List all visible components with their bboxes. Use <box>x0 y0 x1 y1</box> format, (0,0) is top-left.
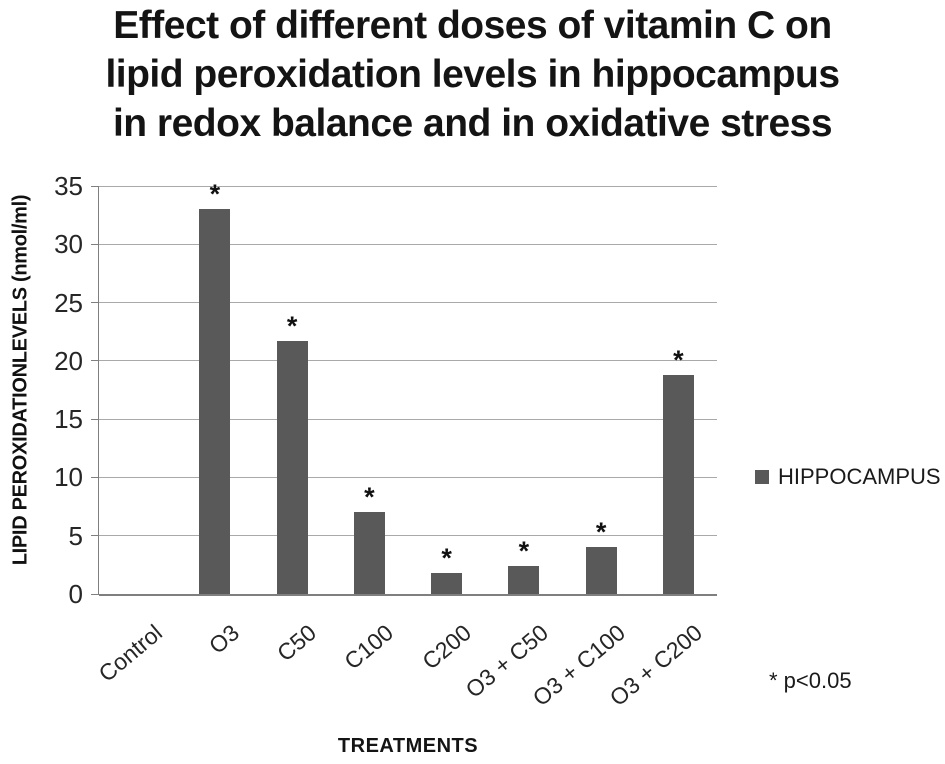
bar-o3c100 <box>585 547 617 594</box>
bar-c50 <box>276 341 308 594</box>
chart-title-line-1: Effect of different doses of vitamin C o… <box>113 4 832 47</box>
chart-title: Effect of different doses of vitamin C o… <box>0 1 945 148</box>
chart-title-line-2: lipid peroxidation levels in hippocampus <box>105 53 840 96</box>
gridline <box>99 185 717 187</box>
y-axis-tickmark <box>91 476 99 478</box>
y-tick-label: 10 <box>54 462 83 493</box>
significance-asterisk: * <box>286 311 298 342</box>
y-tick-label: 30 <box>54 229 83 260</box>
legend: HIPPOCAMPUS <box>755 464 941 489</box>
significance-asterisk: * <box>441 543 452 574</box>
y-axis-line <box>98 186 99 594</box>
bar-o3 <box>199 209 231 594</box>
y-tick-label: 5 <box>68 520 83 551</box>
significance-note: * p<0.05 <box>769 668 852 693</box>
bar-c200 <box>431 573 463 594</box>
bar-c100 <box>353 512 385 594</box>
gridline <box>99 243 717 245</box>
significance-asterisk: * <box>518 536 530 567</box>
y-axis-tickmark <box>91 302 99 304</box>
x-axis-title: TREATMENTS <box>337 735 479 757</box>
chart-title-line-3: in redox balance and in oxidative stress <box>112 102 833 145</box>
y-axis-tickmark <box>91 360 99 362</box>
significance-asterisk: * <box>209 179 221 210</box>
gridline <box>99 476 717 478</box>
legend-marker-square <box>755 470 769 484</box>
significance-asterisk: * <box>595 517 607 548</box>
x-axis-line <box>99 594 717 596</box>
y-axis-tickmark <box>91 243 99 245</box>
bar-o3c50 <box>508 566 540 594</box>
significance-asterisk: * <box>364 482 375 513</box>
y-tick-label: 15 <box>54 404 83 435</box>
gridline <box>99 418 717 420</box>
gridline <box>99 360 717 362</box>
y-axis-tickmark <box>91 535 99 537</box>
gridline <box>99 302 717 304</box>
y-axis-tickmark <box>91 593 99 595</box>
y-tick-label: 0 <box>68 579 83 609</box>
y-tick-label: 20 <box>54 345 83 376</box>
y-axis-tickmark <box>91 185 99 187</box>
significance-asterisk: * <box>673 344 684 375</box>
y-tick-label: 25 <box>54 287 83 318</box>
y-axis-tickmark <box>91 418 99 420</box>
bar-o3c200 <box>662 374 694 594</box>
gridline <box>99 535 717 537</box>
y-tick-label: 35 <box>54 171 83 201</box>
legend-label: HIPPOCAMPUS <box>778 464 941 489</box>
